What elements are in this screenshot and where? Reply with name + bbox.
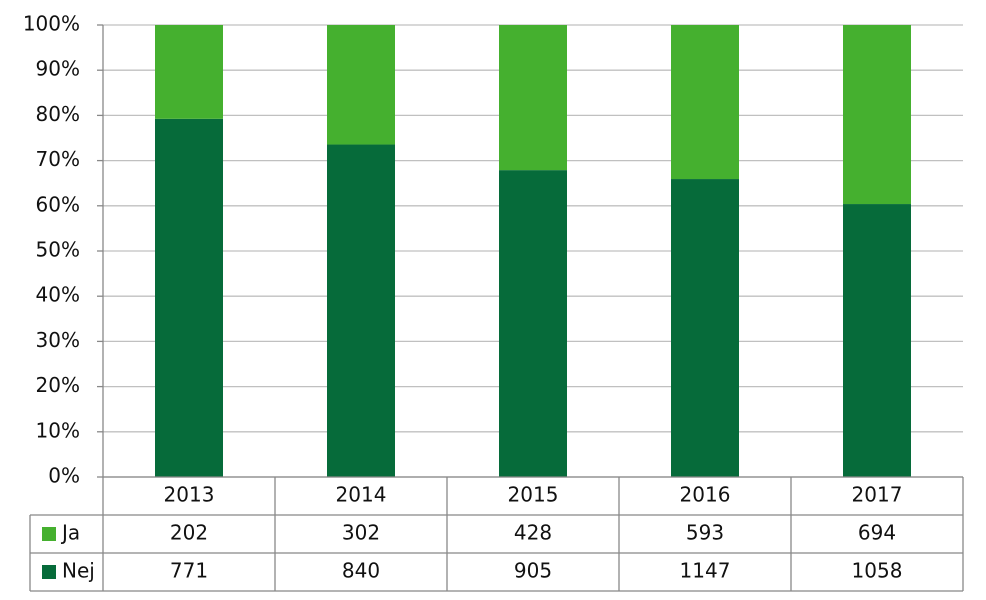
table-value: 202 (170, 521, 208, 545)
y-tick-label: 40% (36, 283, 80, 307)
bar-segment (671, 25, 739, 180)
y-tick-label: 0% (48, 464, 80, 488)
table-value: 1147 (680, 559, 731, 583)
bar-segment (327, 144, 395, 478)
bar-segment (499, 170, 567, 477)
bar-segment (155, 25, 223, 119)
table-value: 1058 (852, 559, 903, 583)
table-value: 302 (342, 521, 380, 545)
y-tick-label: 80% (36, 102, 80, 126)
y-tick-label: 100% (23, 12, 80, 36)
x-tick-label: 2016 (680, 483, 731, 507)
y-tick-label: 20% (36, 373, 80, 397)
bar-segment (155, 118, 223, 477)
x-tick-label: 2013 (164, 483, 215, 507)
bar-segment (499, 25, 567, 171)
table-value: 905 (514, 559, 552, 583)
x-tick-label: 2015 (508, 483, 559, 507)
bar-segment (671, 179, 739, 477)
table-value: 840 (342, 559, 380, 583)
y-tick-label: 90% (36, 57, 80, 81)
legend-swatch (42, 565, 56, 579)
y-tick-label: 50% (36, 238, 80, 262)
bar-segment (843, 204, 911, 478)
y-tick-label: 30% (36, 328, 80, 352)
y-tick-label: 70% (36, 147, 80, 171)
legend-swatch (42, 527, 56, 541)
table-value: 428 (514, 521, 552, 545)
table-value: 694 (858, 521, 896, 545)
legend-label: Nej (62, 559, 95, 583)
bar-segment (843, 25, 911, 205)
y-tick-label: 60% (36, 192, 80, 216)
x-tick-label: 2017 (852, 483, 903, 507)
x-tick-label: 2014 (336, 483, 387, 507)
table-value: 593 (686, 521, 724, 545)
bar-segment (327, 25, 395, 145)
y-tick-label: 10% (36, 418, 80, 442)
table-value: 771 (170, 559, 208, 583)
legend-label: Ja (60, 521, 80, 545)
